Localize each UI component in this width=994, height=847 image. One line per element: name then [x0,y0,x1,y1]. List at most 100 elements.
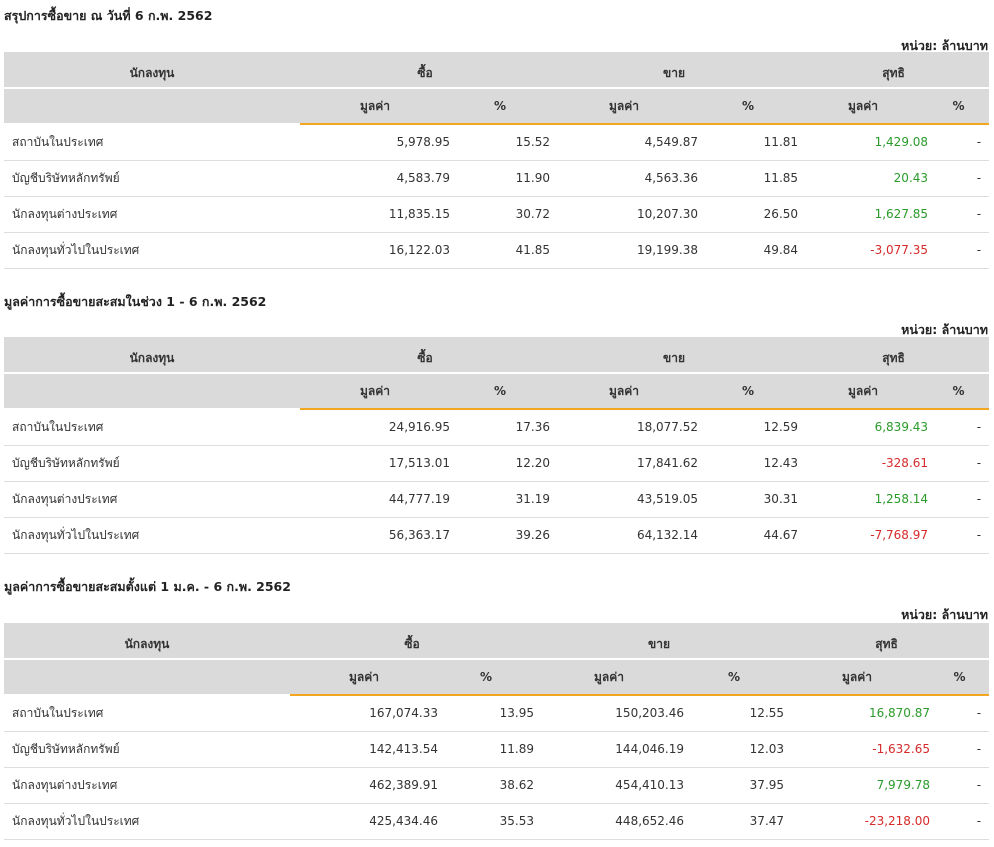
section-month-to-date: มูลค่าการซื้อขายสะสมในช่วง 1 - 6 ก.พ. 25… [0,292,994,562]
header-sell-percent: % [684,658,785,696]
buy-value: 44,777.19 [300,481,450,518]
sell-value: 144,046.19 [534,731,685,768]
header-buy: ซื้อ [300,337,551,373]
table-row: บัญชีบริษัทหลักทรัพย์ 142,413.54 11.89 1… [4,731,990,768]
header-net: สุทธิ [798,52,990,88]
investor-name: บัญชีบริษัทหลักทรัพย์ [4,160,300,197]
investor-name: นักลงทุนต่างประเทศ [4,481,300,518]
net-percent: - [928,160,990,197]
buy-value: 142,413.54 [290,731,438,768]
table-row: นักลงทุนต่างประเทศ 44,777.19 31.19 43,51… [4,481,990,518]
sell-value: 17,841.62 [550,445,699,482]
table-row: สถาบันในประเทศ 167,074.33 13.95 150,203.… [4,695,990,732]
buy-percent: 39.26 [450,517,551,554]
header-sell-percent: % [698,87,799,125]
investor-name: นักลงทุนทั่วไปในประเทศ [4,803,290,840]
net-value: 16,870.87 [784,695,931,732]
sell-percent: 11.81 [698,124,799,161]
header-investor: นักลงทุน [4,623,290,659]
unit-label: หน่วย: ล้านบาท [901,607,988,622]
unit-label: หน่วย: ล้านบาท [901,322,988,337]
sell-value: 448,652.46 [534,803,685,840]
sell-percent: 37.95 [684,767,785,804]
net-percent: - [928,481,990,518]
net-percent: - [928,409,990,446]
sell-percent: 11.85 [698,160,799,197]
header-net: สุทธิ [798,337,990,373]
buy-percent: 17.36 [450,409,551,446]
header-blank [4,372,300,410]
header-blank [4,87,300,125]
table-row: นักลงทุนทั่วไปในประเทศ 56,363.17 39.26 6… [4,517,990,554]
net-percent: - [930,767,990,804]
buy-percent: 15.52 [450,124,551,161]
buy-percent: 41.85 [450,232,551,269]
net-percent: - [928,517,990,554]
buy-value: 5,978.95 [300,124,450,161]
sell-percent: 12.03 [684,731,785,768]
net-percent: - [928,232,990,269]
sell-percent: 37.47 [684,803,785,840]
table-row: นักลงทุนต่างประเทศ 462,389.91 38.62 454,… [4,767,990,804]
net-value: 1,627.85 [798,196,929,233]
summary-table: นักลงทุน ซื้อ ขาย สุทธิ มูลค่า % มูลค่า … [4,623,990,840]
buy-percent: 11.90 [450,160,551,197]
header-sell-value: มูลค่า [550,372,699,410]
section-title: มูลค่าการซื้อขายสะสมตั้งแต่ 1 ม.ค. - 6 ก… [4,579,291,594]
net-value: 1,258.14 [798,481,929,518]
section-daily: สรุปการซื้อขาย ณ วันที่ 6 ก.พ. 2562 หน่ว… [0,6,994,276]
buy-value: 16,122.03 [300,232,450,269]
sell-value: 4,549.87 [550,124,699,161]
header-sell-value: มูลค่า [550,87,699,125]
sell-value: 4,563.36 [550,160,699,197]
sell-percent: 49.84 [698,232,799,269]
buy-percent: 38.62 [438,767,535,804]
table-row: นักลงทุนทั่วไปในประเทศ 16,122.03 41.85 1… [4,232,990,269]
sell-percent: 44.67 [698,517,799,554]
sell-value: 64,132.14 [550,517,699,554]
header-sell: ขาย [550,337,799,373]
net-percent: - [928,445,990,482]
table-row: สถาบันในประเทศ 24,916.95 17.36 18,077.52… [4,409,990,446]
sell-value: 454,410.13 [534,767,685,804]
header-sell: ขาย [550,52,799,88]
sell-percent: 12.55 [684,695,785,732]
buy-percent: 11.89 [438,731,535,768]
section-title: สรุปการซื้อขาย ณ วันที่ 6 ก.พ. 2562 [4,8,213,23]
header-buy: ซื้อ [300,52,551,88]
buy-value: 425,434.46 [290,803,438,840]
buy-value: 462,389.91 [290,767,438,804]
net-value: -23,218.00 [784,803,931,840]
buy-value: 4,583.79 [300,160,450,197]
sell-percent: 12.43 [698,445,799,482]
investor-name: สถาบันในประเทศ [4,124,300,161]
net-value: 6,839.43 [798,409,929,446]
summary-table: นักลงทุน ซื้อ ขาย สุทธิ มูลค่า % มูลค่า … [4,337,990,554]
net-percent: - [930,731,990,768]
sell-percent: 26.50 [698,196,799,233]
sell-percent: 12.59 [698,409,799,446]
header-blank [4,658,290,696]
net-value: -3,077.35 [798,232,929,269]
buy-value: 17,513.01 [300,445,450,482]
header-net-value: มูลค่า [798,372,929,410]
net-value: -7,768.97 [798,517,929,554]
investor-name: บัญชีบริษัทหลักทรัพย์ [4,445,300,482]
buy-percent: 12.20 [450,445,551,482]
table-row: นักลงทุนต่างประเทศ 11,835.15 30.72 10,20… [4,196,990,233]
table-row: บัญชีบริษัทหลักทรัพย์ 17,513.01 12.20 17… [4,445,990,482]
header-sell: ขาย [534,623,785,659]
header-sell-value: มูลค่า [534,658,685,696]
header-buy-percent: % [438,658,535,696]
sell-value: 19,199.38 [550,232,699,269]
section-year-to-date: มูลค่าการซื้อขายสะสมตั้งแต่ 1 ม.ค. - 6 ก… [0,577,994,847]
buy-value: 24,916.95 [300,409,450,446]
buy-value: 56,363.17 [300,517,450,554]
net-percent: - [928,196,990,233]
header-investor: นักลงทุน [4,337,300,373]
net-percent: - [928,124,990,161]
header-investor: นักลงทุน [4,52,300,88]
investor-name: บัญชีบริษัทหลักทรัพย์ [4,731,290,768]
header-net-percent: % [928,372,990,410]
header-net-value: มูลค่า [798,87,929,125]
